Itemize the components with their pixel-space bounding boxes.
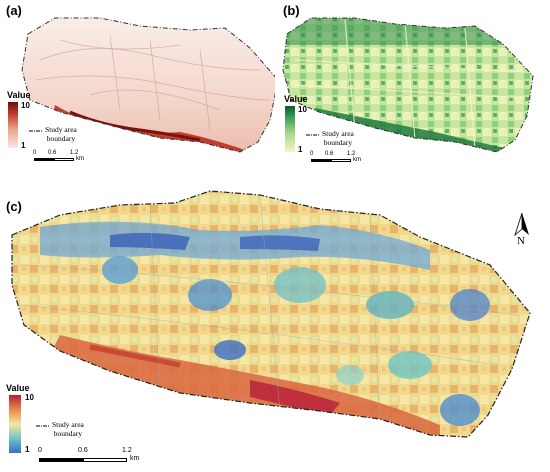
legend-b-colorbar — [285, 106, 295, 152]
scalebar-c-tick-1: 0.6 — [78, 447, 88, 454]
boundary-a-symbol — [29, 130, 43, 132]
scalebar-b-unit: km — [353, 157, 361, 163]
scalebar-c-unit: km — [130, 455, 140, 462]
north-arrow-label: N — [517, 235, 525, 247]
panel-c: (c) — [0, 175, 550, 472]
legend-a-title: Value — [7, 90, 31, 100]
legend-c-title: Value — [6, 383, 30, 393]
legend-b-max: 10 — [298, 105, 307, 114]
scalebar-c-tick-0: 0 — [38, 447, 42, 454]
scalebar-a-tick-2: 1.2 — [70, 150, 79, 156]
map-b — [282, 17, 534, 153]
map-c — [11, 190, 531, 438]
scalebar-a-unit: km — [76, 156, 84, 162]
panel-b-label: (b) — [283, 3, 300, 18]
panel-c-label: (c) — [6, 199, 22, 214]
scalebar-a: 0 0.6 1.2 km — [33, 150, 113, 164]
north-arrow-icon — [514, 213, 529, 237]
legend-c-colorbar — [9, 395, 21, 453]
scalebar-b-tick-2: 1.2 — [347, 151, 356, 157]
scalebar-a-tick-0: 0 — [33, 150, 37, 156]
legend-c-max: 10 — [25, 393, 34, 402]
boundary-c-symbol — [36, 425, 50, 427]
panel-b: (b) Value 10 — [275, 0, 550, 170]
map-a — [21, 17, 275, 153]
boundary-b-text: Study area boundary — [322, 129, 354, 147]
scalebar-b-tick-0: 0 — [310, 151, 314, 157]
scalebar-c-tick-2: 1.2 — [122, 447, 132, 454]
legend-a-min: 1 — [21, 141, 26, 150]
panel-a-label: (a) — [6, 3, 22, 18]
scalebar-c: 0 0.6 1.2 km — [38, 447, 198, 469]
boundary-c-text: Study area boundary — [52, 420, 84, 438]
legend-b-min: 1 — [298, 145, 303, 154]
legend-b-title: Value — [284, 94, 308, 104]
boundary-b-symbol — [306, 134, 320, 136]
boundary-a-text: Study area boundary — [45, 125, 77, 143]
panel-a: (a) Value — [0, 0, 275, 170]
scalebar-b-tick-1: 0.6 — [325, 151, 334, 157]
scalebar-b: 0 0.6 1.2 km — [310, 151, 390, 165]
legend-c-min: 1 — [25, 445, 30, 454]
legend-a-colorbar — [8, 102, 18, 148]
legend-a-max: 10 — [21, 101, 30, 110]
scalebar-a-tick-1: 0.6 — [48, 150, 57, 156]
